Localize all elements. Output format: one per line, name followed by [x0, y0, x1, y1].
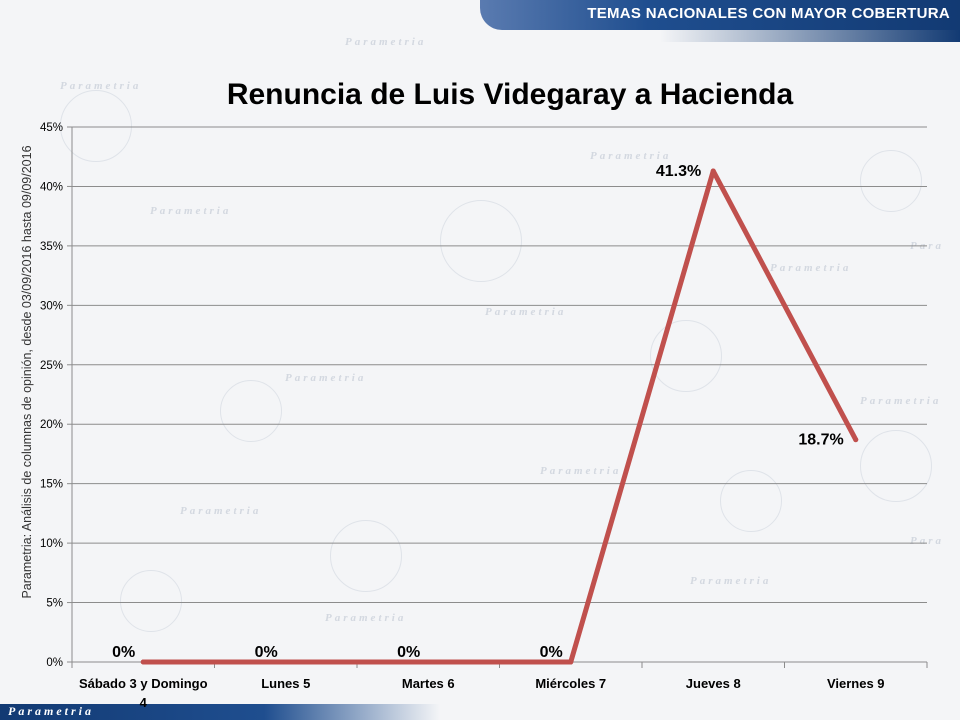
footer-logo-strip: Parametria	[0, 704, 440, 720]
data-label: 41.3%	[656, 163, 701, 180]
data-point	[710, 168, 716, 174]
data-point	[853, 437, 859, 443]
y-tick-label: 0%	[46, 657, 63, 669]
y-tick-label: 40%	[40, 181, 63, 193]
x-tick-label: Viernes 9	[827, 676, 885, 691]
data-point	[140, 659, 146, 665]
header-accent-strip	[660, 30, 960, 42]
data-point	[568, 659, 574, 665]
x-tick-label: Sábado 3 y Domingo 4	[79, 676, 208, 710]
data-point	[425, 659, 431, 665]
header-banner: TEMAS NACIONALES CON MAYOR COBERTURA	[480, 0, 960, 30]
y-tick-label: 35%	[40, 241, 63, 253]
data-labels: 0% 0% 0% 0% 41.3% 18.7%	[112, 163, 844, 661]
y-tick-label: 30%	[40, 300, 63, 312]
x-tick-label: Lunes 5	[261, 676, 310, 691]
series-line	[140, 168, 859, 665]
y-tick-label: 15%	[40, 479, 63, 491]
y-tick-label: 45%	[40, 122, 63, 134]
y-axis-ticks: 0% 5% 10% 15% 20% 25% 30% 35% 40% 45%	[40, 122, 73, 669]
y-tick-label: 10%	[40, 538, 63, 550]
x-tick-label: Jueves 8	[686, 676, 741, 691]
series-layer	[140, 168, 859, 665]
y-tick-label: 20%	[40, 419, 63, 431]
data-point	[283, 659, 289, 665]
header-banner-title: TEMAS NACIONALES CON MAYOR COBERTURA	[587, 5, 950, 22]
data-label: 18.7%	[798, 432, 843, 449]
data-label: 0%	[112, 644, 135, 661]
x-tick-label: Miércoles 7	[535, 676, 606, 691]
data-label: 0%	[255, 644, 278, 661]
y-tick-label: 5%	[46, 598, 63, 610]
parametria-logo: Parametria	[8, 704, 94, 718]
y-tick-label: 25%	[40, 360, 63, 372]
grid-lines	[72, 126, 927, 663]
data-label: 0%	[397, 644, 420, 661]
x-axis-ticks: Sábado 3 y Domingo 4 Lunes 5 Martes 6 Miérco…	[71, 661, 928, 710]
chart-title: Renuncia de Luis Videgaray a Hacienda	[227, 78, 794, 111]
x-tick-label: Martes 6	[402, 676, 455, 691]
data-label: 0%	[540, 644, 563, 661]
